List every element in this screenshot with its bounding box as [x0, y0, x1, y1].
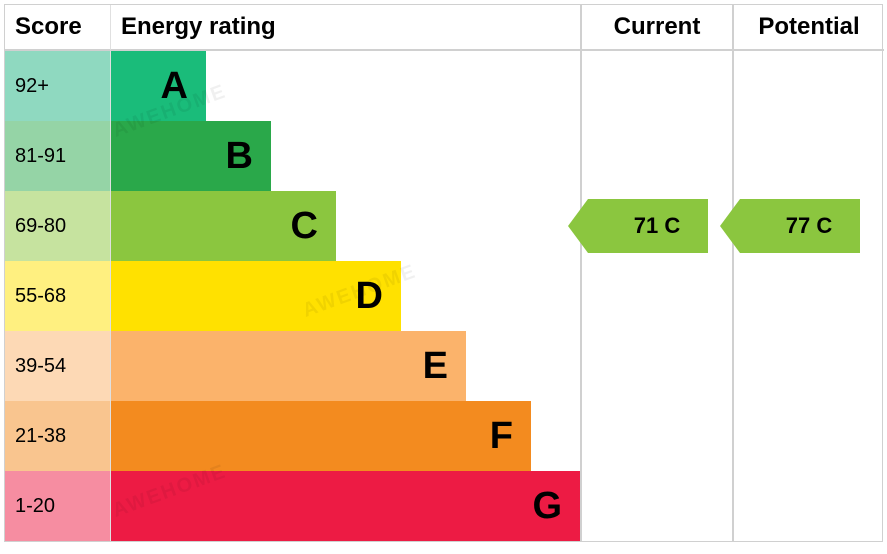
potential-arrow: 77 C — [740, 199, 860, 253]
current-cell — [580, 401, 732, 471]
potential-cell — [732, 51, 884, 121]
current-arrow: 71 C — [588, 199, 708, 253]
rating-bar-c: C — [111, 191, 336, 261]
current-cell: 71 C — [580, 191, 732, 261]
rating-cell: F — [110, 401, 580, 471]
score-cell: 1-20 — [5, 471, 110, 541]
header-score: Score — [5, 5, 110, 51]
rating-bar-d: D — [111, 261, 401, 331]
potential-cell: 77 C — [732, 191, 884, 261]
rating-bar-f: F — [111, 401, 531, 471]
potential-cell — [732, 471, 884, 541]
header-rating: Energy rating — [110, 5, 580, 51]
score-cell: 39-54 — [5, 331, 110, 401]
rating-bar-b: B — [111, 121, 271, 191]
header-potential: Potential — [732, 5, 884, 51]
score-cell: 69-80 — [5, 191, 110, 261]
rating-cell: D — [110, 261, 580, 331]
rating-cell: B — [110, 121, 580, 191]
rating-bar-g: G — [111, 471, 580, 541]
score-cell: 21-38 — [5, 401, 110, 471]
rating-cell: E — [110, 331, 580, 401]
current-cell — [580, 331, 732, 401]
score-cell: 55-68 — [5, 261, 110, 331]
rating-cell: C — [110, 191, 580, 261]
header-current: Current — [580, 5, 732, 51]
current-cell — [580, 51, 732, 121]
current-cell — [580, 121, 732, 191]
rating-cell: A — [110, 51, 580, 121]
rating-bar-e: E — [111, 331, 466, 401]
energy-rating-chart: Score Energy rating Current Potential 92… — [4, 4, 883, 542]
current-cell — [580, 261, 732, 331]
score-cell: 81-91 — [5, 121, 110, 191]
rating-bar-a: A — [111, 51, 206, 121]
score-cell: 92+ — [5, 51, 110, 121]
potential-cell — [732, 121, 884, 191]
rating-cell: G — [110, 471, 580, 541]
potential-cell — [732, 401, 884, 471]
current-cell — [580, 471, 732, 541]
potential-cell — [732, 331, 884, 401]
potential-cell — [732, 261, 884, 331]
